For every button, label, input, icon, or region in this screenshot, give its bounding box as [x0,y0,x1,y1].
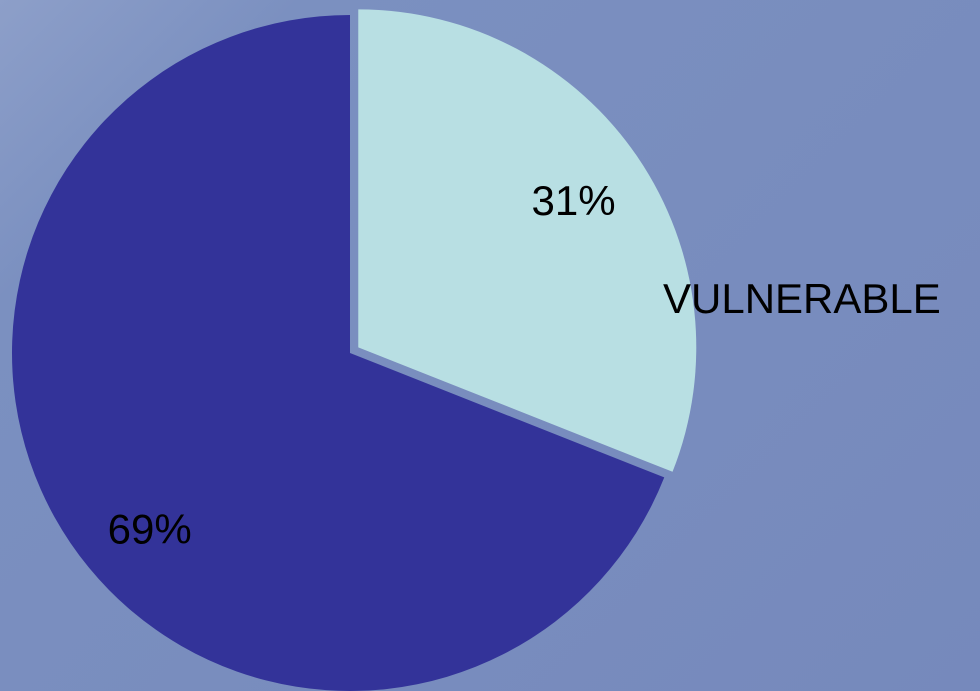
pie-slice-vulnerable [358,9,697,472]
slice-percent-label-other: 69% [108,506,192,553]
pie-slice-other [12,15,665,691]
category-label-vulnerable: VULNERABLE [663,275,941,322]
slice-percent-label-vulnerable: 31% [531,177,615,224]
pie-labels: 31% 69% VULNERABLE [108,177,941,552]
pie-slices [12,9,697,691]
